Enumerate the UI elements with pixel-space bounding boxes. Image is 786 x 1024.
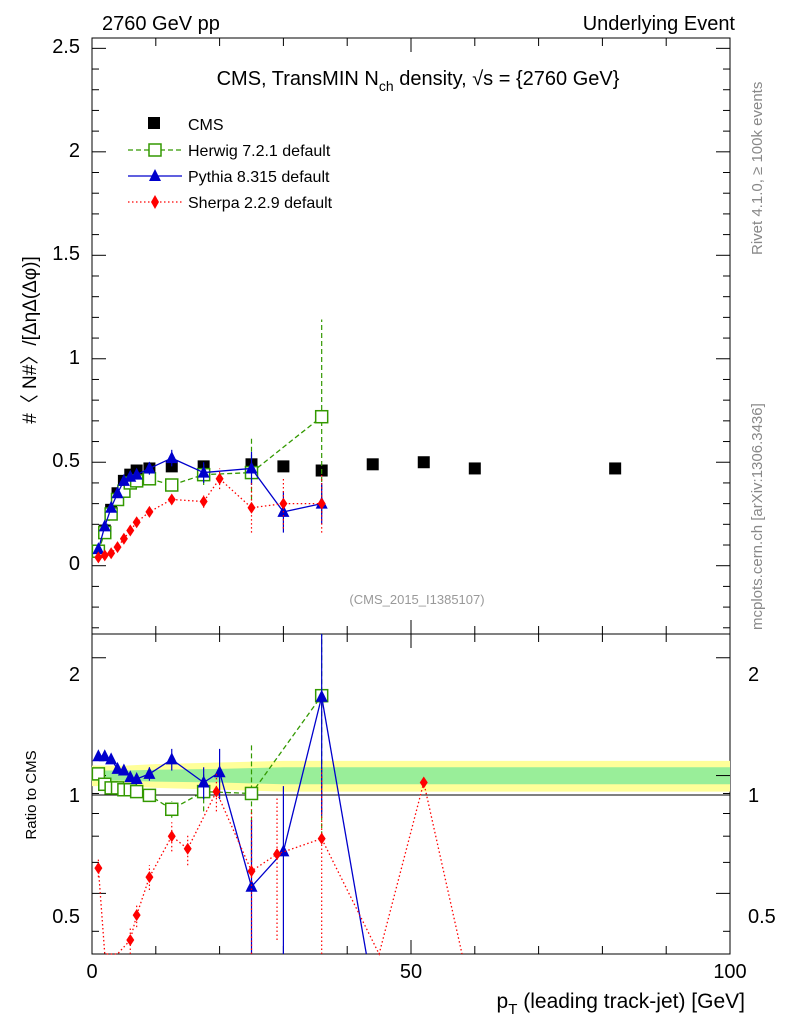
- ratio-point-sherpa: [167, 830, 176, 843]
- ytick-label-1.5: 1.5: [52, 243, 80, 265]
- y-axis-label: #〈 N#〉/[ΔηΔ(Δφ)]: [19, 256, 41, 424]
- data-point-sherpa: [247, 501, 256, 514]
- data-point-pythia: [143, 461, 156, 474]
- ratio-point-pythia: [143, 766, 156, 779]
- data-point-sherpa: [119, 532, 128, 545]
- rivet-label: Rivet 4.1.0, ≥ 100k events: [749, 82, 766, 255]
- header-right: Underlying Event: [583, 13, 736, 35]
- data-point-pythia: [165, 451, 178, 464]
- ratio-point-sherpa: [419, 776, 428, 789]
- data-point-sherpa: [113, 541, 122, 554]
- ratio-uncertainty-band: [92, 760, 730, 792]
- data-point-sherpa: [215, 472, 224, 485]
- xtick-label-100: 100: [713, 961, 746, 983]
- analysis-watermark: (CMS_2015_I1385107): [349, 592, 484, 607]
- data-point-pythia: [197, 465, 210, 478]
- data-point-sherpa: [94, 551, 103, 564]
- ratio-point-sherpa: [94, 862, 103, 875]
- data-point-sherpa: [199, 495, 208, 508]
- ratio-tick-label-right-0.5: 0.5: [748, 906, 776, 928]
- data-point-herwig: [314, 409, 329, 424]
- ratio-tick-label-0.5: 0.5: [52, 906, 80, 928]
- ratio-tick-label-right-2: 2: [748, 664, 759, 686]
- ratio-tick-label-right-1: 1: [748, 785, 759, 807]
- ratio-line-sherpa: [97, 782, 463, 956]
- xtick-label-0: 0: [86, 961, 97, 983]
- data-point-cms: [417, 456, 430, 469]
- data-point-cms: [609, 462, 622, 475]
- ratio-point-sherpa: [145, 871, 154, 884]
- ratio-point-herwig: [165, 802, 179, 817]
- data-point-pythia: [111, 486, 124, 499]
- ratio-point-pythia: [98, 749, 111, 762]
- data-point-pythia: [105, 500, 118, 513]
- data-point-cms: [366, 458, 379, 471]
- data-point-sherpa: [145, 505, 154, 518]
- ratio-point-herwig: [129, 784, 144, 799]
- legend: CMS Herwig 7.2.1 default Pythia 8.315 de…: [128, 117, 333, 212]
- legend-label-sherpa: Sherpa 2.2.9 default: [188, 195, 333, 212]
- data-point-pythia: [92, 542, 105, 555]
- ratio-point-sherpa: [273, 848, 282, 861]
- data-point-pythia: [117, 473, 130, 486]
- ratio-series-group: [91, 634, 463, 956]
- ytick-label-0.5: 0.5: [52, 450, 80, 472]
- data-point-sherpa: [317, 497, 326, 510]
- main-series-group: [91, 319, 622, 564]
- legend-label-pythia: Pythia 8.315 default: [188, 169, 330, 186]
- data-point-sherpa: [107, 547, 116, 560]
- ratio-point-sherpa: [132, 909, 141, 922]
- header-left: 2760 GeV pp: [102, 13, 220, 35]
- data-point-pythia: [98, 519, 111, 532]
- legend-marker-cms: [148, 117, 160, 129]
- ratio-point-pythia: [130, 771, 143, 784]
- ratio-point-pythia: [197, 775, 210, 788]
- ratio-point-sherpa: [247, 865, 256, 878]
- legend-marker-herwig: [148, 143, 162, 157]
- series-line-sherpa: [98, 477, 322, 559]
- ratio-band-inner: [92, 767, 730, 785]
- data-point-sherpa: [126, 524, 135, 537]
- data-point-sherpa: [132, 516, 141, 529]
- data-point-herwig: [165, 478, 179, 492]
- ratio-point-pythia: [315, 689, 328, 702]
- ytick-label-0: 0: [69, 553, 80, 575]
- ratio-point-pythia: [117, 763, 130, 776]
- ratio-point-sherpa: [126, 934, 135, 947]
- ratio-point-sherpa: [317, 832, 326, 845]
- ratio-point-pythia: [165, 752, 178, 765]
- ratio-plot-frame: [91, 633, 731, 955]
- data-point-sherpa: [100, 549, 109, 562]
- data-point-sherpa: [279, 497, 288, 510]
- ratio-point-herwig: [244, 786, 259, 801]
- ratio-point-pythia: [105, 752, 118, 765]
- legend-marker-sherpa: [151, 195, 159, 209]
- chart-title: CMS, TransMIN Nch density, √s = {2760 Ge…: [217, 68, 620, 94]
- xtick-label-50: 50: [400, 961, 422, 983]
- ratio-point-herwig: [142, 788, 157, 803]
- data-point-pythia: [245, 461, 258, 474]
- data-point-cms: [468, 462, 481, 475]
- ratio-point-sherpa: [212, 785, 221, 798]
- ratio-tick-label-2: 2: [69, 664, 80, 686]
- mcplots-label: mcplots.cern.ch [arXiv:1306.3436]: [749, 403, 766, 630]
- legend-label-herwig: Herwig 7.2.1 default: [188, 143, 331, 160]
- data-point-pythia: [130, 467, 143, 480]
- ytick-label-2: 2: [69, 140, 80, 162]
- ratio-tick-label-1: 1: [69, 785, 80, 807]
- ytick-label-1: 1: [69, 347, 80, 369]
- data-point-pythia: [277, 504, 290, 517]
- ratio-axis-label: Ratio to CMS: [23, 750, 40, 839]
- ytick-label-2.5: 2.5: [52, 36, 80, 58]
- x-axis-label: pT (leading track-jet) [GeV]: [497, 990, 745, 1018]
- legend-marker-pythia: [149, 169, 161, 181]
- ratio-point-sherpa: [183, 842, 192, 855]
- axis-ticks: [91, 38, 731, 954]
- legend-label-cms: CMS: [188, 117, 224, 134]
- data-point-cms: [277, 460, 290, 473]
- data-point-sherpa: [167, 493, 176, 506]
